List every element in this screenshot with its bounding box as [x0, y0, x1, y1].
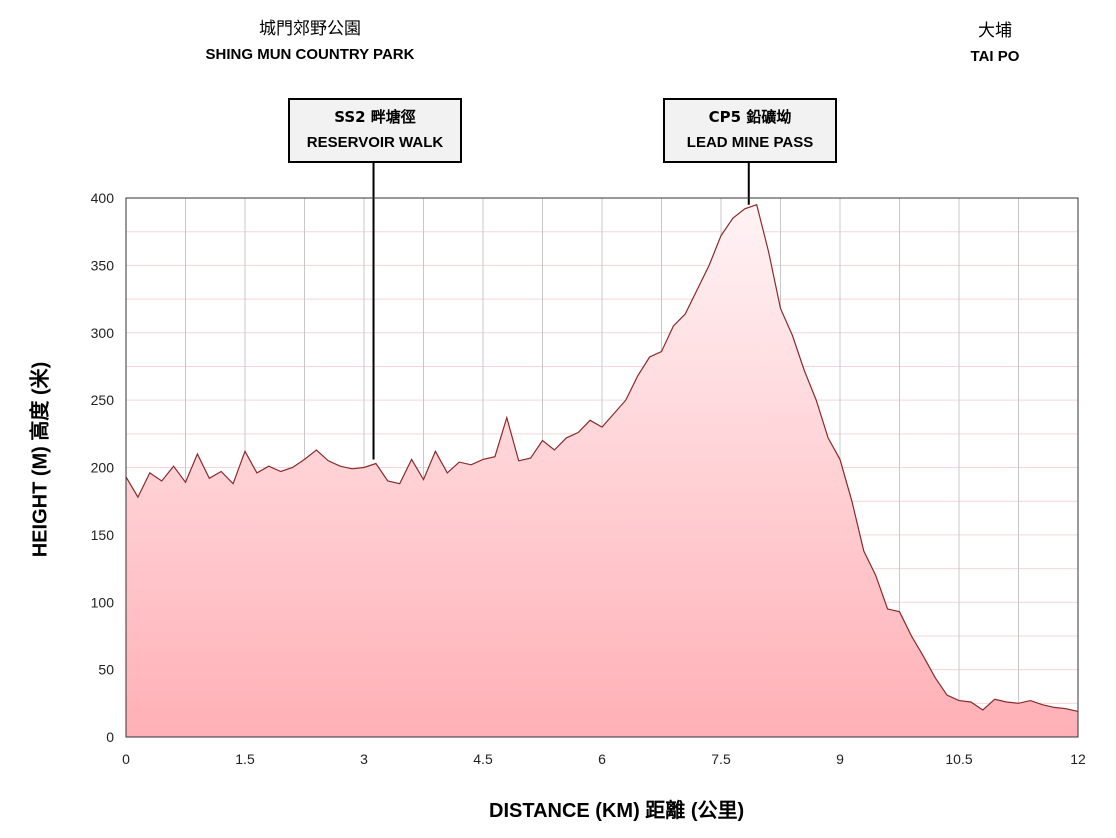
tick-labels: 0 1.5 3 4.5 6 7.5 9 10.5 12 0 50 100 150 200 250 300 350… [91, 190, 1086, 767]
y-tick-label: 150 [91, 527, 115, 543]
end-location-en: TAI PO [970, 48, 1020, 65]
x-tick-label: 9 [836, 751, 844, 767]
x-tick-label: 10.5 [945, 751, 972, 767]
x-tick-label: 1.5 [235, 751, 255, 767]
start-location-en: SHING MUN COUNTRY PARK [205, 46, 415, 63]
start-location-zh: 城門郊野公園 [259, 19, 361, 39]
start-location-label: 城門郊野公園 SHING MUN COUNTRY PARK [160, 18, 460, 66]
elevation-line [125, 203, 1079, 712]
marker-box-lead-mine-pass: CP5 鉛礦坳 LEAD MINE PASS [663, 98, 837, 163]
marker-en: RESERVOIR WALK [306, 134, 444, 151]
x-tick-label: 6 [598, 751, 606, 767]
x-tick-label: 7.5 [711, 751, 731, 767]
marker-zh: CP5 鉛礦坳 [708, 108, 792, 126]
x-tick-label: 12 [1070, 751, 1086, 767]
x-tick-label: 4.5 [473, 751, 493, 767]
marker-zh: SS2 畔塘徑 [334, 108, 416, 126]
y-axis-title: HEIGHT (M) 高度 (米) [29, 361, 52, 558]
end-location-zh: 大埔 [978, 21, 1012, 41]
y-tick-label: 100 [91, 594, 115, 610]
marker-box-reservoir-walk: SS2 畔塘徑 RESERVOIR WALK [288, 98, 462, 163]
y-tick-label: 300 [91, 325, 115, 341]
y-tick-label: 0 [106, 729, 114, 745]
y-tick-label: 50 [98, 662, 114, 678]
plot-frame [125, 197, 1079, 738]
x-axis-title: DISTANCE (KM) 距離 (公里) [489, 800, 745, 822]
y-tick-label: 400 [91, 190, 115, 206]
y-tick-label: 200 [91, 460, 115, 476]
y-tick-label: 250 [91, 392, 115, 408]
elevation-area [126, 204, 1078, 737]
x-tick-label: 3 [360, 751, 368, 767]
marker-en: LEAD MINE PASS [686, 134, 814, 151]
x-tick-label: 0 [122, 751, 130, 767]
y-tick-label: 350 [91, 257, 115, 273]
end-location-label: 大埔 TAI PO [935, 20, 1055, 68]
